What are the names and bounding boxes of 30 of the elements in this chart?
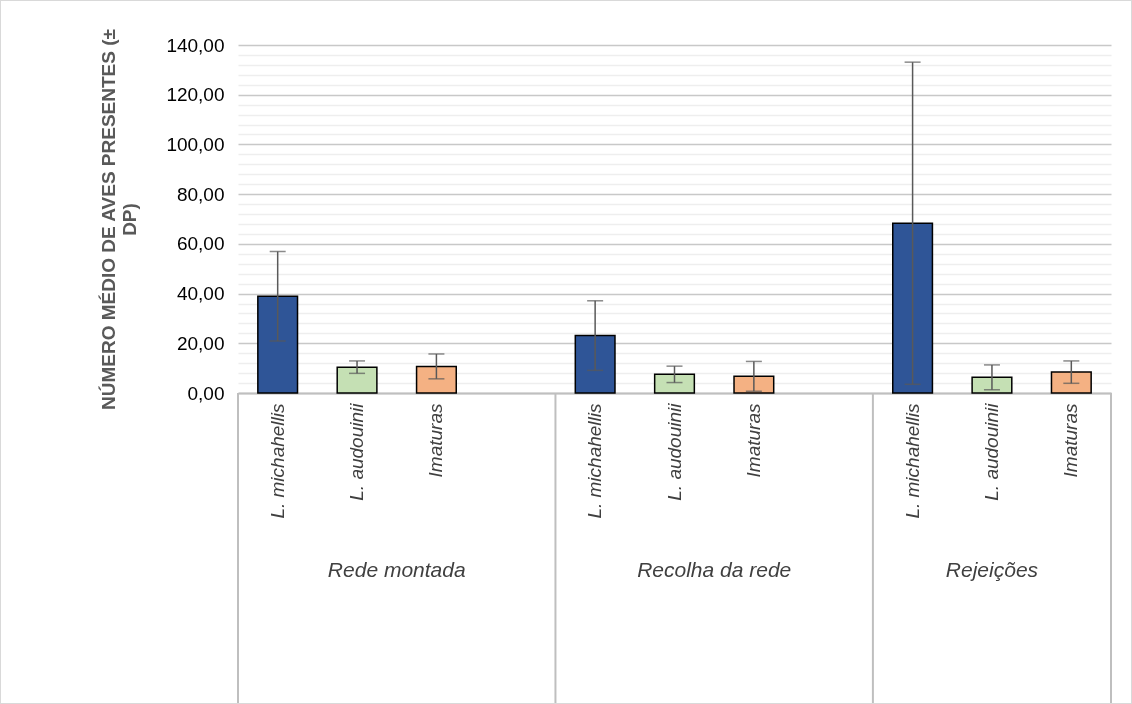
x-tick-label: L. michahellis bbox=[266, 403, 288, 519]
y-tick-label: 20,00 bbox=[176, 332, 225, 354]
bar bbox=[1050, 371, 1092, 394]
bar bbox=[574, 334, 616, 394]
x-tick-label: L. audouinii bbox=[346, 402, 368, 501]
y-tick-label: 0,00 bbox=[187, 382, 225, 404]
x-tick-label: L. michahellis bbox=[584, 403, 606, 519]
y-tick-label: 140,00 bbox=[166, 34, 225, 56]
bar bbox=[415, 365, 457, 394]
bar bbox=[733, 375, 775, 394]
y-axis-title: NÚMERO MÉDIO DE AVES PRESENTES (± DP) bbox=[98, 29, 141, 410]
bar bbox=[892, 222, 934, 394]
bar bbox=[653, 373, 696, 394]
bar bbox=[336, 366, 378, 394]
bar bbox=[257, 295, 299, 394]
y-tick-label: 120,00 bbox=[166, 84, 225, 106]
bar bbox=[971, 376, 1013, 394]
text: Recolha da rede bbox=[637, 558, 792, 581]
x-tick-label: Imaturas bbox=[1060, 403, 1082, 478]
x-tick-label: L. audouinii bbox=[980, 402, 1002, 501]
x-tick-label: L. michahellis bbox=[901, 403, 923, 519]
text: Rede montada bbox=[327, 558, 466, 581]
x-tick-label: Imaturas bbox=[742, 403, 764, 478]
x-tick-label: Imaturas bbox=[425, 403, 447, 478]
x-tick-label: L. audouinii bbox=[663, 402, 685, 501]
y-tick-label: 80,00 bbox=[176, 183, 225, 205]
text: Rejeições bbox=[945, 558, 1039, 581]
y-tick-label: 40,00 bbox=[176, 283, 225, 305]
y-tick-label: 60,00 bbox=[176, 233, 225, 255]
y-tick-label: 100,00 bbox=[166, 133, 225, 155]
